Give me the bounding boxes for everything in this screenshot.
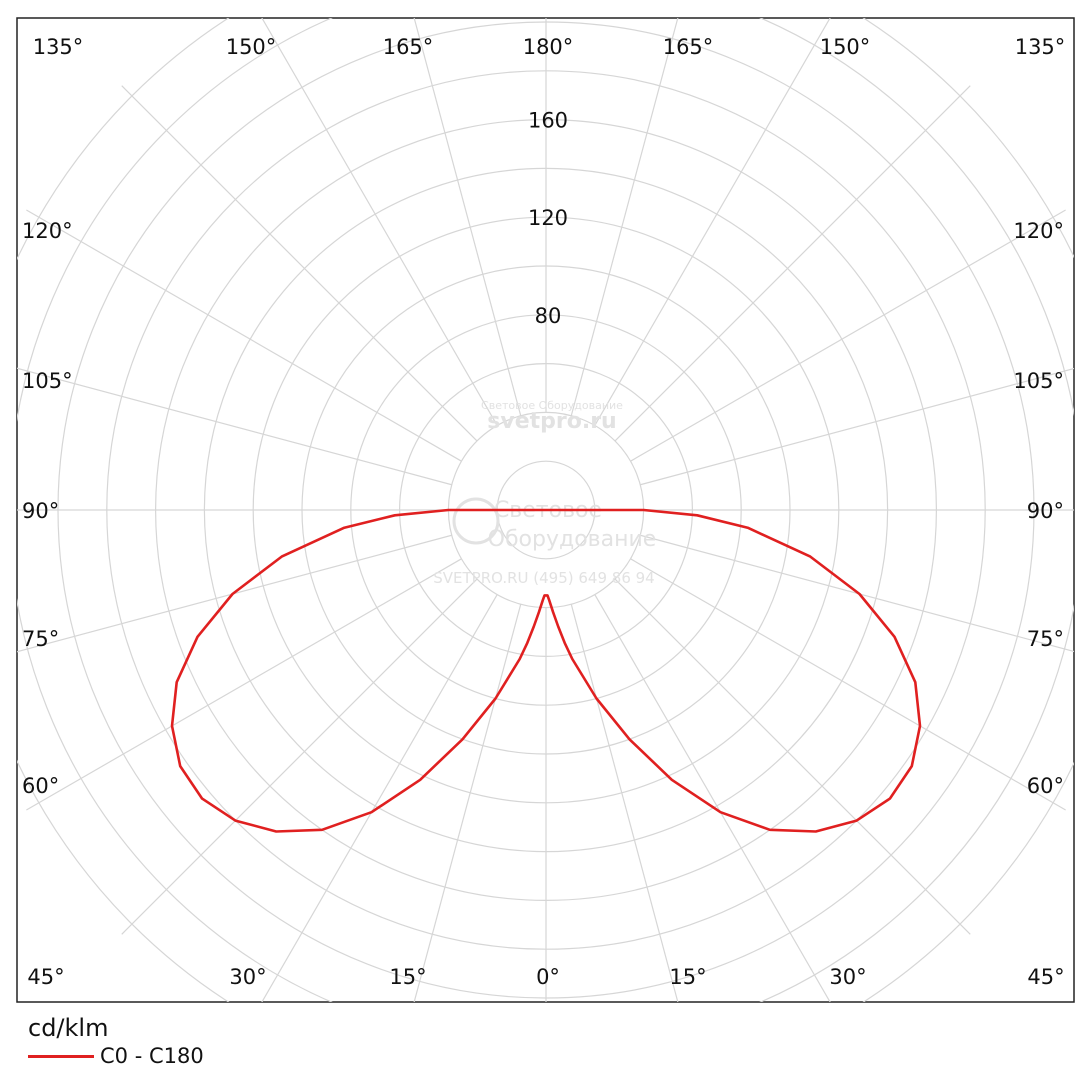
watermark: Световое Оборудование svetpro.ru Светово…	[433, 399, 656, 587]
angle-label: 135°	[33, 35, 84, 59]
watermark-line1: Световое Оборудование	[481, 399, 623, 412]
angle-label: 150°	[820, 35, 871, 59]
angle-label: 60°	[22, 774, 59, 798]
angle-label: 15°	[389, 965, 426, 989]
grid-spoke	[121, 85, 478, 442]
grid-spoke	[630, 558, 1066, 811]
grid-spoke	[261, 18, 498, 426]
legend: cd/klm C0 - C180	[28, 1014, 204, 1068]
angle-label: 30°	[229, 965, 266, 989]
grid-spoke	[413, 604, 522, 1002]
radial-tick-labels: 80 120 160	[528, 109, 568, 328]
angle-label: 0°	[536, 965, 560, 989]
angle-label: 30°	[829, 965, 866, 989]
angle-label: 60°	[1027, 774, 1064, 798]
grid-spoke	[570, 604, 679, 1002]
angle-labels: 135° 150° 165° 180° 165° 150° 135° 120° 105° 90° 7…	[22, 35, 1065, 989]
angle-label: 135°	[1015, 35, 1066, 59]
curves	[170, 508, 922, 833]
grid-spoke	[17, 534, 452, 653]
angle-label: 105°	[22, 369, 73, 393]
radial-tick-label: 120	[528, 206, 568, 230]
grid-spoke	[570, 18, 679, 416]
grid-spoke	[121, 578, 478, 935]
grid-spoke	[614, 578, 971, 935]
legend-series-name: C0 - C180	[100, 1044, 204, 1068]
series-curve	[170, 508, 922, 833]
grid-spoke	[26, 558, 462, 811]
grid-spoke	[640, 367, 1074, 486]
angle-label: 150°	[226, 35, 277, 59]
angle-label: 165°	[383, 35, 434, 59]
angle-label: 90°	[22, 499, 59, 523]
radial-tick-label: 80	[535, 304, 562, 328]
grid-spoke	[614, 85, 971, 442]
grid-spoke	[413, 18, 522, 416]
radial-tick-label: 160	[528, 109, 568, 133]
angle-label: 75°	[22, 627, 59, 651]
grid-spoke	[640, 534, 1074, 653]
grid-spoke	[630, 209, 1066, 462]
angle-label: 120°	[22, 219, 73, 243]
watermark-logo-icon	[452, 497, 500, 545]
watermark-line2: svetpro.ru	[487, 409, 616, 434]
watermark-line5: SVETPRO.RU (495) 649 86 94	[433, 569, 654, 587]
angle-label: 105°	[1013, 369, 1064, 393]
angle-label: 180°	[523, 35, 574, 59]
angle-label: 45°	[27, 965, 64, 989]
angle-label: 165°	[663, 35, 714, 59]
angle-label: 45°	[1027, 965, 1064, 989]
angle-label: 90°	[1027, 499, 1064, 523]
legend-swatch	[28, 1054, 94, 1058]
angle-label: 15°	[669, 965, 706, 989]
angle-label: 120°	[1013, 219, 1064, 243]
legend-entry: C0 - C180	[28, 1044, 204, 1068]
grid-spoke	[594, 18, 831, 426]
angle-label: 75°	[1027, 627, 1064, 651]
grid-spoke	[26, 209, 462, 462]
unit-label: cd/klm	[28, 1014, 109, 1042]
watermark-line4: Оборудование	[488, 527, 657, 552]
grid-spoke	[17, 367, 452, 486]
